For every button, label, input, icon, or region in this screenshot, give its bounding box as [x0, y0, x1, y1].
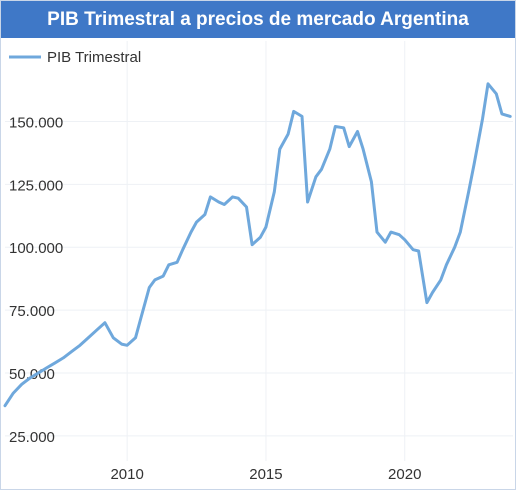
- y-tick-label: 100.000: [9, 240, 63, 257]
- chart-title: PIB Trimestral a precios de mercado Arge…: [1, 1, 515, 38]
- x-tick-label: 2020: [388, 466, 421, 483]
- legend[interactable]: PIB Trimestral: [9, 49, 141, 66]
- y-tick-label: 125.000: [9, 177, 63, 194]
- y-tick-label: 75.000: [9, 303, 55, 320]
- gridlines: [5, 41, 513, 461]
- legend-label-pib-trimestral: PIB Trimestral: [47, 49, 141, 66]
- y-tick-label: 150.000: [9, 114, 63, 131]
- axis-labels: 25.00050.00075.000100.000125.000150.0002…: [9, 114, 421, 483]
- x-tick-label: 2015: [249, 466, 282, 483]
- series-line-pib-trimestral[interactable]: [3, 82, 512, 408]
- y-tick-label: 25.000: [9, 429, 55, 446]
- series-layer: [3, 82, 512, 408]
- x-tick-label: 2010: [110, 466, 143, 483]
